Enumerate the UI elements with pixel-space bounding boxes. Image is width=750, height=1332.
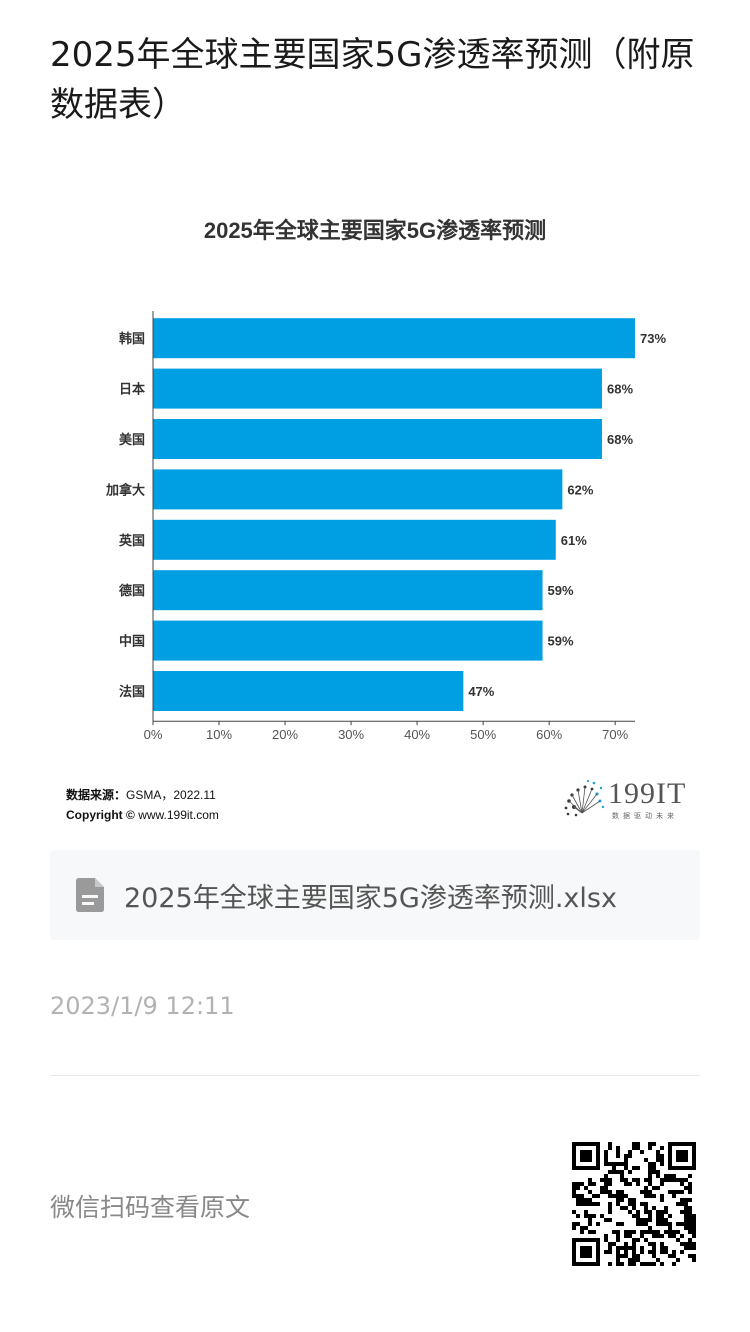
value-label: 68% bbox=[607, 382, 633, 397]
brand-name: 199IT bbox=[608, 777, 687, 810]
value-label: 68% bbox=[607, 432, 633, 447]
value-label: 59% bbox=[548, 583, 574, 598]
x-tick-label: 10% bbox=[206, 727, 232, 742]
attachment-filename: 2025年全球主要国家5G渗透率预测.xlsx bbox=[124, 882, 617, 914]
brand-slogan: 数据驱动未来 bbox=[612, 812, 678, 820]
chart-image: 2025年全球主要国家5G渗透率预测 韩国 73% 日本 68% 美国 68% 加拿大 62%… bbox=[50, 195, 700, 845]
x-tick-label: 50% bbox=[470, 727, 496, 742]
attachment-file[interactable]: 2025年全球主要国家5G渗透率预测.xlsx bbox=[50, 850, 700, 940]
x-tick-label: 30% bbox=[338, 727, 364, 742]
category-label: 法国 bbox=[119, 684, 145, 699]
x-tick-label: 20% bbox=[272, 727, 298, 742]
source-label: 数据来源： bbox=[66, 788, 127, 802]
copyright-label: Copyright © bbox=[66, 808, 135, 822]
chart-source: 数据来源：GSMA，2022.11 Copyright © www.199it.… bbox=[66, 785, 219, 825]
copyright-line: Copyright © www.199it.com bbox=[66, 805, 219, 825]
dandelion-icon bbox=[564, 779, 605, 817]
publish-timestamp: 2023/1/9 12:11 bbox=[50, 992, 235, 1020]
source-value: GSMA，2022.11 bbox=[126, 788, 216, 802]
scan-hint: 微信扫码查看原文 bbox=[50, 1193, 251, 1222]
qr-code[interactable] bbox=[572, 1142, 696, 1266]
chart-title: 2025年全球主要国家5G渗透率预测 bbox=[204, 218, 546, 243]
bar bbox=[153, 469, 563, 510]
bar-chart: 2025年全球主要国家5G渗透率预测 韩国 73% 日本 68% 美国 68% 加拿大 62%… bbox=[105, 218, 666, 742]
bar bbox=[153, 368, 602, 409]
x-tick-label: 0% bbox=[144, 727, 163, 742]
category-label: 德国 bbox=[119, 583, 145, 598]
bar bbox=[153, 620, 543, 661]
category-label: 英国 bbox=[118, 533, 145, 548]
divider bbox=[50, 1075, 700, 1076]
bar bbox=[153, 570, 543, 611]
brand-logo: 199IT 数据驱动未来 bbox=[560, 777, 692, 823]
value-label: 73% bbox=[640, 331, 666, 346]
x-tick-label: 70% bbox=[602, 727, 628, 742]
bar bbox=[153, 419, 602, 459]
bar bbox=[153, 318, 635, 359]
category-label: 韩国 bbox=[119, 331, 145, 346]
category-label: 加拿大 bbox=[105, 482, 145, 497]
x-tick-label: 60% bbox=[536, 727, 562, 742]
source-line: 数据来源：GSMA，2022.11 bbox=[66, 785, 219, 805]
x-tick-label: 40% bbox=[404, 727, 430, 742]
value-label: 59% bbox=[548, 634, 574, 649]
copyright-value: www.199it.com bbox=[138, 808, 219, 822]
value-label: 61% bbox=[561, 533, 587, 548]
category-label: 日本 bbox=[119, 382, 145, 397]
bar bbox=[153, 519, 556, 560]
bar bbox=[153, 671, 464, 711]
document-icon bbox=[76, 878, 104, 912]
category-label: 美国 bbox=[119, 432, 145, 447]
category-label: 中国 bbox=[119, 634, 145, 649]
value-label: 47% bbox=[468, 684, 494, 699]
value-label: 62% bbox=[567, 482, 593, 497]
article-title: 2025年全球主要国家5G渗透率预测（附原数据表） bbox=[50, 35, 695, 125]
